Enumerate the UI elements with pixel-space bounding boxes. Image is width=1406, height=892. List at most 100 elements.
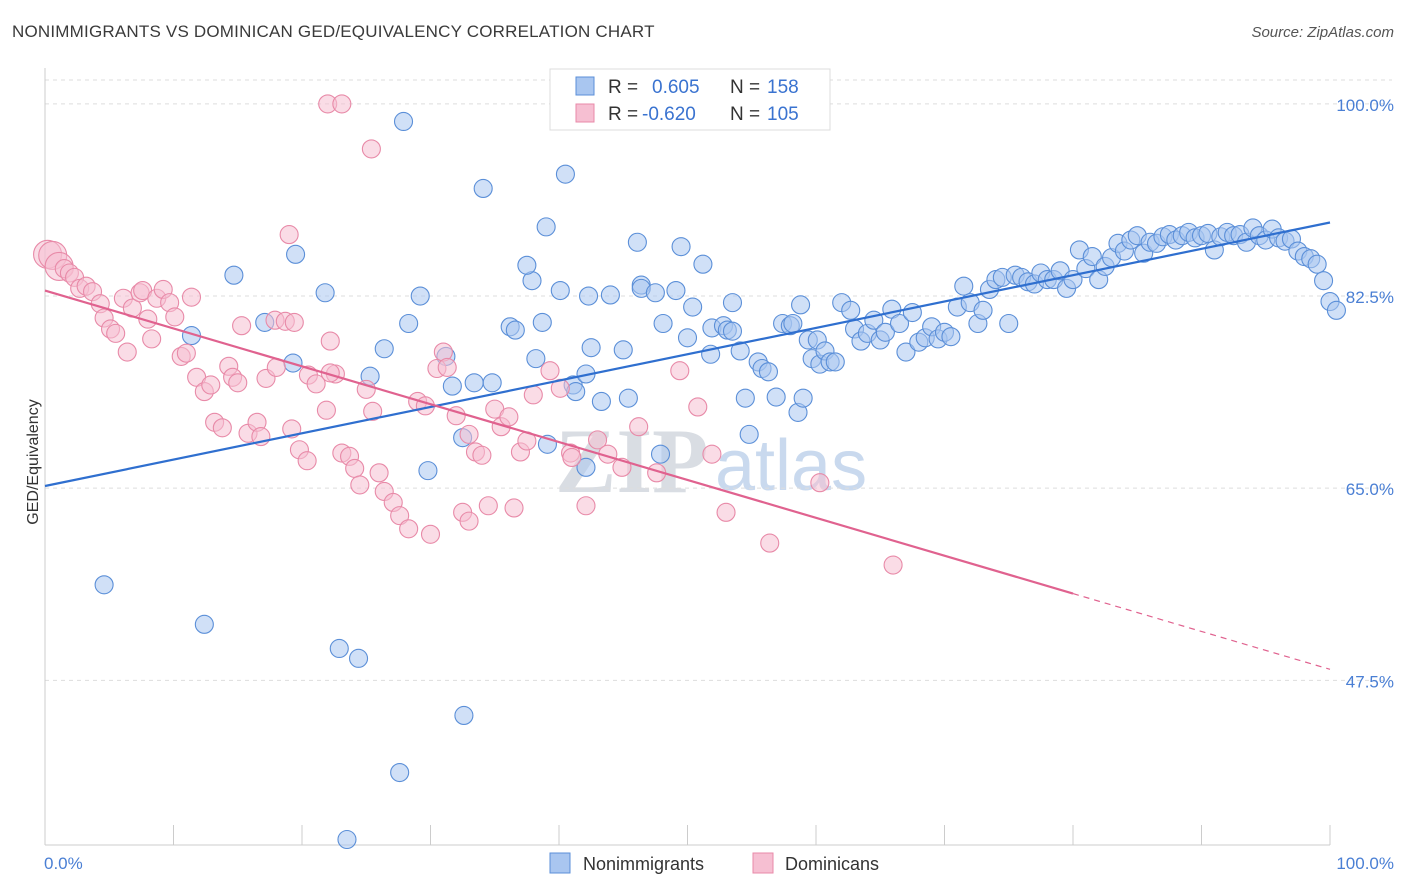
dominicans-point xyxy=(181,287,202,307)
nonimmigrants-point xyxy=(896,342,916,362)
dominicans-point xyxy=(760,533,780,553)
dominicans-point xyxy=(472,445,492,465)
legend-n-value-1: 158 xyxy=(767,77,799,98)
nonimmigrants-point xyxy=(482,373,502,393)
dominicans-point xyxy=(540,361,560,381)
nonimmigrants-point xyxy=(536,217,556,237)
nonimmigrants-point xyxy=(791,295,811,315)
dominicans-point xyxy=(716,502,736,522)
dominicans-point xyxy=(306,374,326,394)
dominicans-point xyxy=(332,94,352,114)
y-axis-title: GED/Equivalency xyxy=(25,399,42,524)
nonimmigrants-point xyxy=(758,362,779,382)
nonimmigrants-point xyxy=(390,762,410,783)
nonimmigrants-point xyxy=(650,444,671,464)
nonimmigrants-point xyxy=(464,373,484,393)
y-tick-label: 47.5% xyxy=(1346,672,1394,691)
nonimmigrants-point xyxy=(1326,300,1346,320)
legend-swatch-dominicans xyxy=(575,103,595,123)
nonimmigrants-point xyxy=(677,328,698,348)
nonimmigrants-point xyxy=(645,283,665,303)
nonimmigrants-point xyxy=(600,285,620,305)
dominicans-point xyxy=(420,524,441,544)
nonimmigrants-point xyxy=(683,297,703,317)
dominicans-point xyxy=(117,342,137,362)
nonimmigrants-point xyxy=(739,424,759,444)
nonimmigrants-point xyxy=(194,614,214,634)
nonimmigrants-point xyxy=(875,322,895,342)
legend-box: R = 0.605 N = 158 R = -0.620 N = 105 xyxy=(549,68,831,131)
grid-lines xyxy=(45,79,1392,681)
dominicans-point xyxy=(279,225,299,245)
nonimmigrants-point xyxy=(653,313,673,334)
source-label: Source: ZipAtlas.com xyxy=(1251,24,1394,41)
nonimmigrants-point xyxy=(973,300,993,320)
legend-n-label-2: N = xyxy=(730,104,760,125)
bottom-legend-swatch-dominicans xyxy=(752,852,774,874)
dominicans-point xyxy=(459,511,479,531)
nonimmigrants-point xyxy=(1314,271,1334,291)
dominicans-point xyxy=(459,424,479,444)
watermark-atlas: atlas xyxy=(715,426,867,506)
nonimmigrants-point xyxy=(591,391,611,411)
nonimmigrants-point xyxy=(579,286,599,306)
dominicans-point xyxy=(212,418,232,438)
bottom-legend: Nonimmigrants Dominicans xyxy=(549,852,879,874)
nonimmigrants-point xyxy=(735,388,755,408)
legend-frame xyxy=(549,68,831,131)
dominicans-point xyxy=(390,506,410,526)
nonimmigrants-point xyxy=(348,648,369,668)
nonimmigrants-point xyxy=(671,237,691,257)
dominicans-point xyxy=(201,375,221,395)
nonimmigrants-point xyxy=(329,638,349,659)
nonimmigrants-point xyxy=(315,283,335,303)
dominicans-point xyxy=(176,343,196,363)
dominicans-point xyxy=(576,496,596,516)
dominicans-point xyxy=(297,451,317,471)
legend-swatch-nonimmigrants xyxy=(575,76,595,96)
nonimmigrants-point xyxy=(825,352,845,372)
nonimmigrants-point xyxy=(224,265,244,285)
dominicans-point xyxy=(165,307,185,327)
nonimmigrants-point xyxy=(581,338,601,358)
nonimmigrants-point xyxy=(399,313,419,334)
dominicans-point xyxy=(369,463,389,483)
dominicans-point xyxy=(284,312,304,332)
dominicans-point xyxy=(232,316,252,336)
nonimmigrants-point xyxy=(766,387,786,407)
dominicans-point xyxy=(437,357,457,377)
nonimmigrants-point xyxy=(841,300,861,320)
dominicans-point xyxy=(399,519,419,539)
dominicans-point xyxy=(670,361,690,381)
nonimmigrants-point xyxy=(517,255,537,275)
chart-title: NONIMMIGRANTS VS DOMINICAN GED/EQUIVALEN… xyxy=(12,22,655,41)
nonimmigrants-point xyxy=(442,376,462,396)
nonimmigrants-point xyxy=(505,320,525,340)
nonimmigrants-point xyxy=(627,232,647,252)
nonimmigrants-point xyxy=(889,313,910,334)
dominicans-point xyxy=(883,555,903,575)
axes: 47.5% 65.0% 82.5% 100.0% xyxy=(44,68,1394,846)
legend-r-value-2: -0.620 xyxy=(642,104,696,125)
dominicans-point xyxy=(228,373,248,393)
nonimmigrants-point xyxy=(999,313,1019,334)
nonimmigrants-point xyxy=(783,313,803,334)
dominicans-point xyxy=(702,444,722,464)
dominicans-point xyxy=(361,139,381,159)
nonimmigrants-point xyxy=(418,461,438,481)
legend-n-label-1: N = xyxy=(730,77,760,98)
x-tick-label-min: 0.0% xyxy=(44,854,83,873)
dominicans-point xyxy=(499,407,519,427)
nonimmigrants-point xyxy=(730,341,750,361)
nonimmigrants-point xyxy=(941,327,961,347)
dominicans-point xyxy=(350,475,370,495)
nonimmigrants-point xyxy=(526,349,546,369)
dominicans-point xyxy=(320,331,340,351)
nonimmigrants-point xyxy=(722,293,743,313)
dominicans-point xyxy=(316,400,336,420)
nonimmigrants-point xyxy=(555,164,575,184)
dominicans-point xyxy=(523,385,543,405)
nonimmigrants-point xyxy=(954,276,974,296)
dominicans-point xyxy=(478,496,498,516)
